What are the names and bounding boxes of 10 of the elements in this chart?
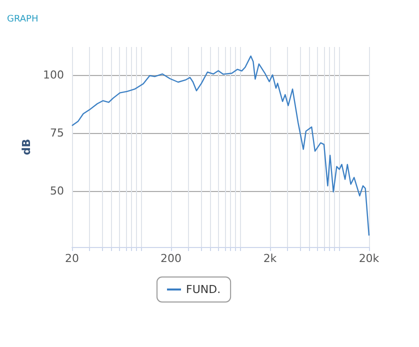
y-tick-label: 50 (50, 184, 64, 198)
x-tick-label: 200 (160, 252, 182, 265)
x-tick-label: 20 (65, 252, 79, 265)
y-axis-title: dB (20, 138, 34, 156)
y-tick-label: 75 (50, 126, 64, 140)
x-tick-label: 20k (358, 252, 380, 265)
legend-label: FUND. (186, 283, 221, 296)
chart-title: GRAPH (7, 14, 38, 24)
y-tick-label: 100 (43, 68, 64, 82)
x-tick-label: 2k (263, 252, 278, 265)
